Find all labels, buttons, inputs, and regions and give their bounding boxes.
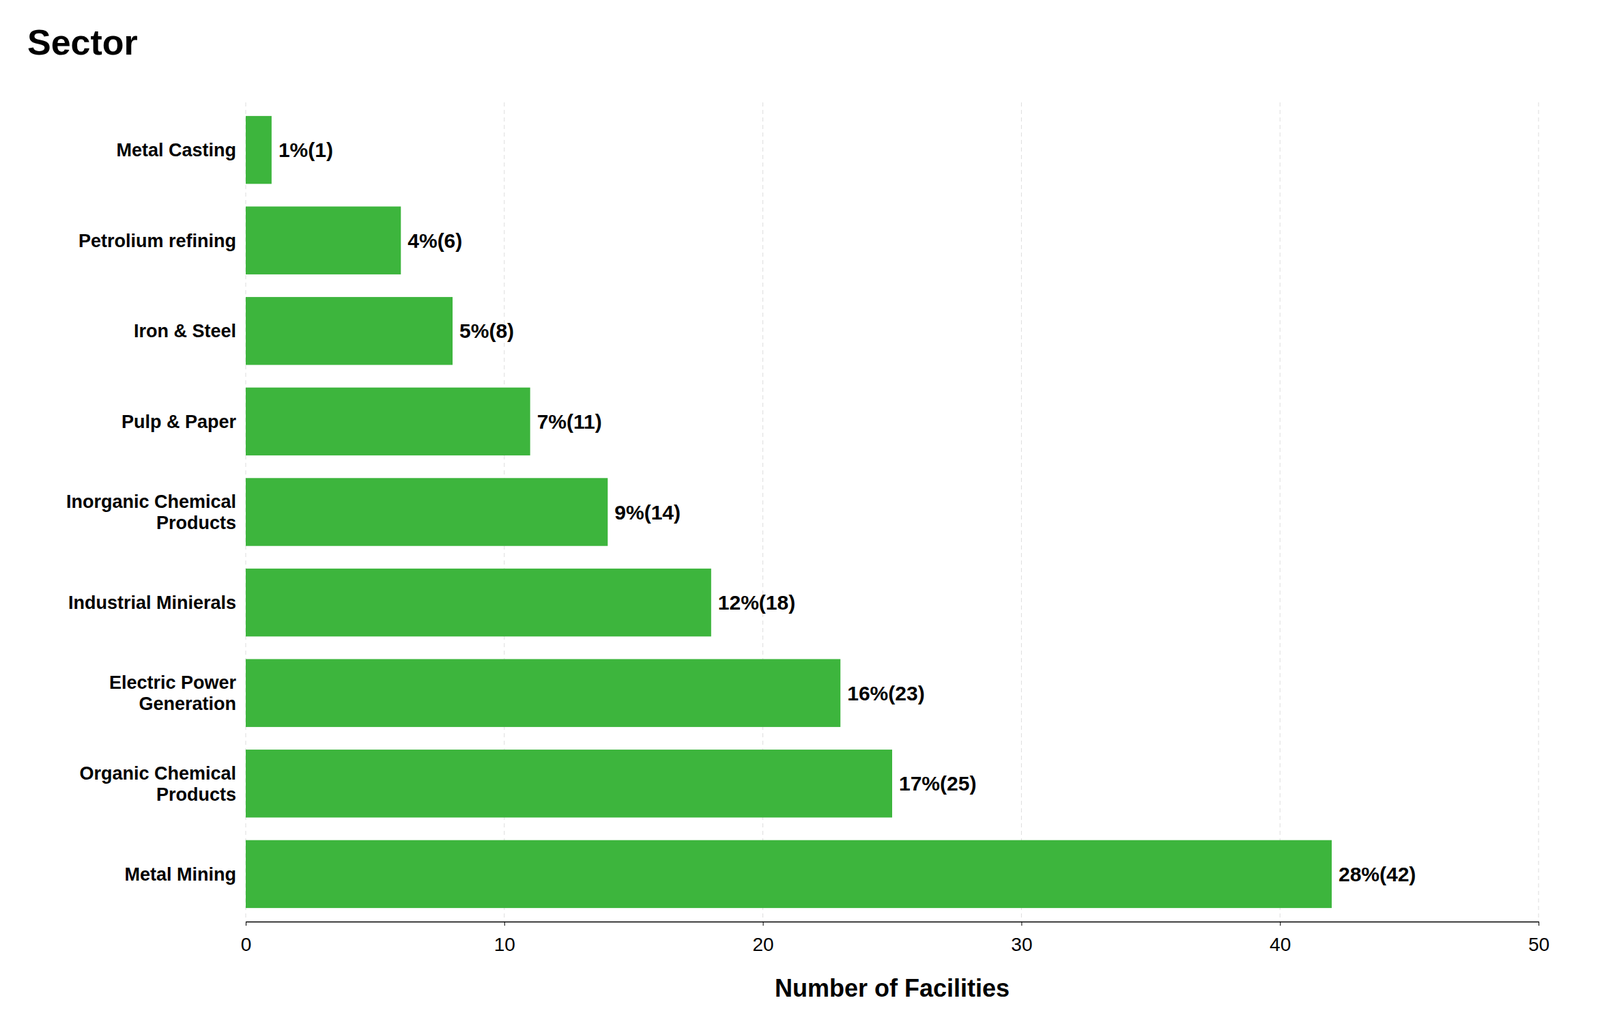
chart: 1%(1) 4%(6) 5%(8) 7%(11) 9%(14) 12%(18) 16%(23…: [0, 0, 1600, 1024]
y-tick-label-line: Electric Power: [109, 672, 237, 693]
bar: [245, 568, 712, 637]
data-label: 12%(18): [718, 591, 796, 614]
y-tick-label-line: Petrolium refining: [78, 230, 237, 252]
x-tick-label: 10: [494, 933, 516, 955]
x-tick: 50: [1528, 921, 1550, 955]
y-tick-label-line: Metal Casting: [116, 139, 237, 161]
y-tick-label: Iron & Steel: [133, 320, 237, 342]
x-tick-label: 0: [240, 933, 252, 955]
bar: [245, 658, 841, 727]
x-tick-mark: [763, 921, 764, 926]
y-tick-label: Organic ChemicalProducts: [79, 763, 237, 805]
bar: [245, 477, 608, 546]
x-tick-mark: [504, 921, 506, 926]
y-tick-label: Petrolium refining: [78, 230, 237, 252]
x-tick-mark: [1279, 921, 1281, 926]
y-tick-label: Industrial Minierals: [68, 592, 237, 613]
data-label: 9%(14): [614, 501, 681, 524]
bar: [245, 749, 893, 818]
x-tick-label: 20: [752, 933, 775, 955]
data-label: 4%(6): [407, 229, 463, 252]
data-label: 5%(8): [459, 319, 514, 342]
x-tick-mark: [1021, 921, 1022, 926]
y-tick-label-line: Products: [156, 512, 237, 534]
bar: [245, 840, 1332, 908]
y-tick-label: Electric PowerGeneration: [109, 672, 237, 714]
x-tick: 40: [1269, 921, 1291, 955]
y-tick: Electric PowerGeneration: [109, 672, 246, 714]
bar: [245, 296, 453, 365]
y-tick-label-line: Inorganic Chemical: [66, 491, 237, 512]
x-axis: 0 10 20 30 40 50: [240, 921, 1550, 955]
y-tick-label: Metal Casting: [116, 139, 237, 161]
grid-line: [1021, 102, 1022, 922]
y-tick: Organic ChemicalProducts: [79, 763, 246, 805]
x-tick: 10: [494, 921, 516, 955]
x-tick-label: 50: [1528, 933, 1550, 955]
x-tick-label: 40: [1269, 933, 1291, 955]
bar: [245, 116, 272, 184]
data-label: 7%(11): [537, 410, 603, 433]
bars: [245, 116, 1332, 908]
x-tick: 30: [1010, 921, 1033, 955]
y-tick-label: Pulp & Paper: [121, 411, 237, 433]
x-tick-mark: [245, 921, 247, 926]
y-tick: Metal Casting: [116, 139, 246, 161]
y-tick-label-line: Generation: [138, 693, 237, 714]
data-label: 16%(23): [847, 681, 925, 705]
y-tick: Metal Mining: [124, 864, 247, 885]
data-labels: 1%(1) 4%(6) 5%(8) 7%(11) 9%(14) 12%(18) 16%(23…: [278, 138, 1416, 886]
y-tick-label: Metal Mining: [124, 864, 237, 885]
y-tick: Inorganic ChemicalProducts: [66, 491, 246, 534]
y-tick-label-line: Iron & Steel: [133, 320, 237, 342]
y-tick-label-line: Organic Chemical: [79, 763, 237, 784]
y-tick: Industrial Minierals: [68, 592, 246, 613]
y-tick-label-line: Pulp & Paper: [121, 411, 237, 433]
y-tick-label-line: Products: [156, 784, 237, 805]
grid: [245, 102, 1539, 922]
x-axis-line: [246, 921, 1540, 923]
plot: 1%(1) 4%(6) 5%(8) 7%(11) 9%(14) 12%(18) 16%(23…: [66, 102, 1550, 955]
y-tick: Iron & Steel: [133, 320, 246, 342]
y-tick-label: Inorganic ChemicalProducts: [66, 491, 237, 534]
x-axis-title: Number of Facilities: [774, 974, 1010, 1003]
data-label: 17%(25): [898, 772, 977, 795]
bar: [245, 387, 531, 456]
y-tick: Petrolium refining: [78, 230, 246, 252]
bar: [245, 206, 401, 274]
x-tick: 0: [240, 921, 252, 955]
x-tick-label: 30: [1010, 933, 1033, 955]
title: Sector: [27, 22, 138, 63]
x-tick-mark: [1538, 921, 1540, 926]
grid-line: [1538, 102, 1540, 922]
y-axis: Metal Casting Petrolium refining Iron & St…: [66, 139, 246, 885]
y-tick-label-line: Metal Mining: [124, 864, 237, 885]
data-label: 28%(42): [1338, 862, 1416, 886]
grid-line: [1279, 102, 1281, 922]
y-tick: Pulp & Paper: [121, 411, 246, 433]
y-tick-label-line: Industrial Minierals: [68, 592, 237, 613]
x-tick: 20: [752, 921, 775, 955]
data-label: 1%(1): [278, 138, 334, 162]
